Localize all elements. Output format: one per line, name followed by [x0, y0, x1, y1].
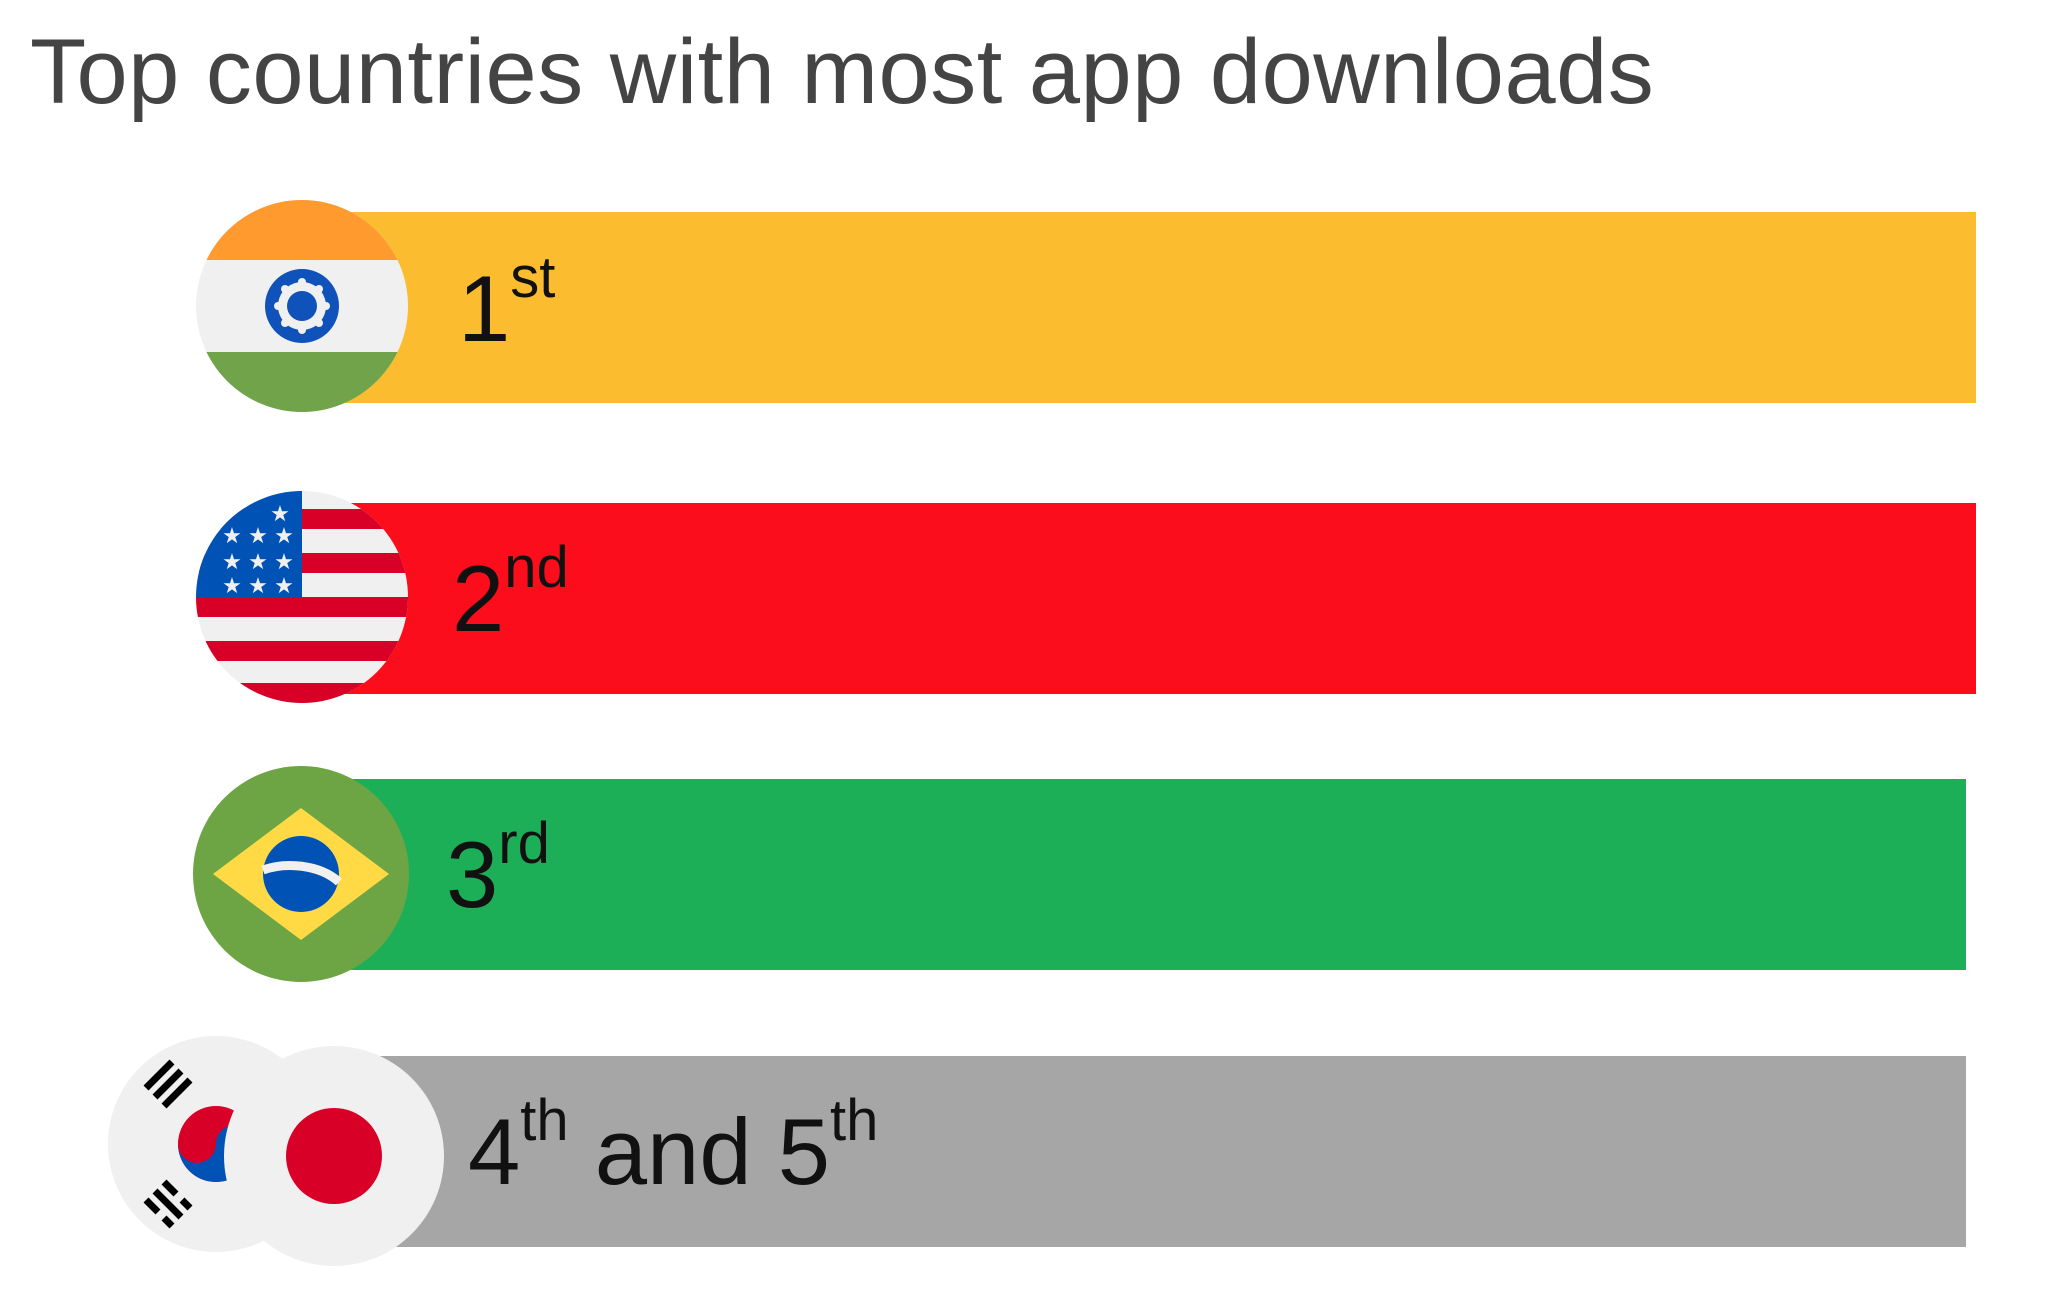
usa-flag-icon: ★ ★ ★ ★ ★ ★ ★ ★ ★ ★: [196, 491, 408, 703]
bar-rank-1: [300, 212, 1976, 403]
svg-text:★: ★: [248, 524, 268, 549]
svg-text:★: ★: [274, 524, 294, 549]
bar-rank-4-5: [330, 1056, 1966, 1247]
svg-text:★: ★: [274, 550, 294, 575]
rank-label-3: 3rd: [446, 811, 550, 927]
svg-text:★: ★: [222, 574, 242, 599]
india-flag-icon: [196, 200, 408, 412]
chart-title: Top countries with most app downloads: [30, 21, 1655, 123]
bar-rank-2: [300, 503, 1976, 694]
svg-text:★: ★: [270, 502, 290, 527]
rank-label-2: 2nd: [452, 535, 569, 651]
brazil-flag-icon: [193, 766, 409, 982]
rank-label-1: 1st: [458, 245, 556, 361]
svg-text:★: ★: [222, 550, 242, 575]
bar-rank-3: [300, 779, 1966, 970]
svg-text:★: ★: [274, 574, 294, 599]
rank-label-4-5: 4th and 5th: [468, 1088, 879, 1204]
japan-flag-icon: [224, 1046, 444, 1266]
svg-text:★: ★: [222, 524, 242, 549]
svg-text:★: ★: [248, 550, 268, 575]
svg-text:★: ★: [248, 574, 268, 599]
